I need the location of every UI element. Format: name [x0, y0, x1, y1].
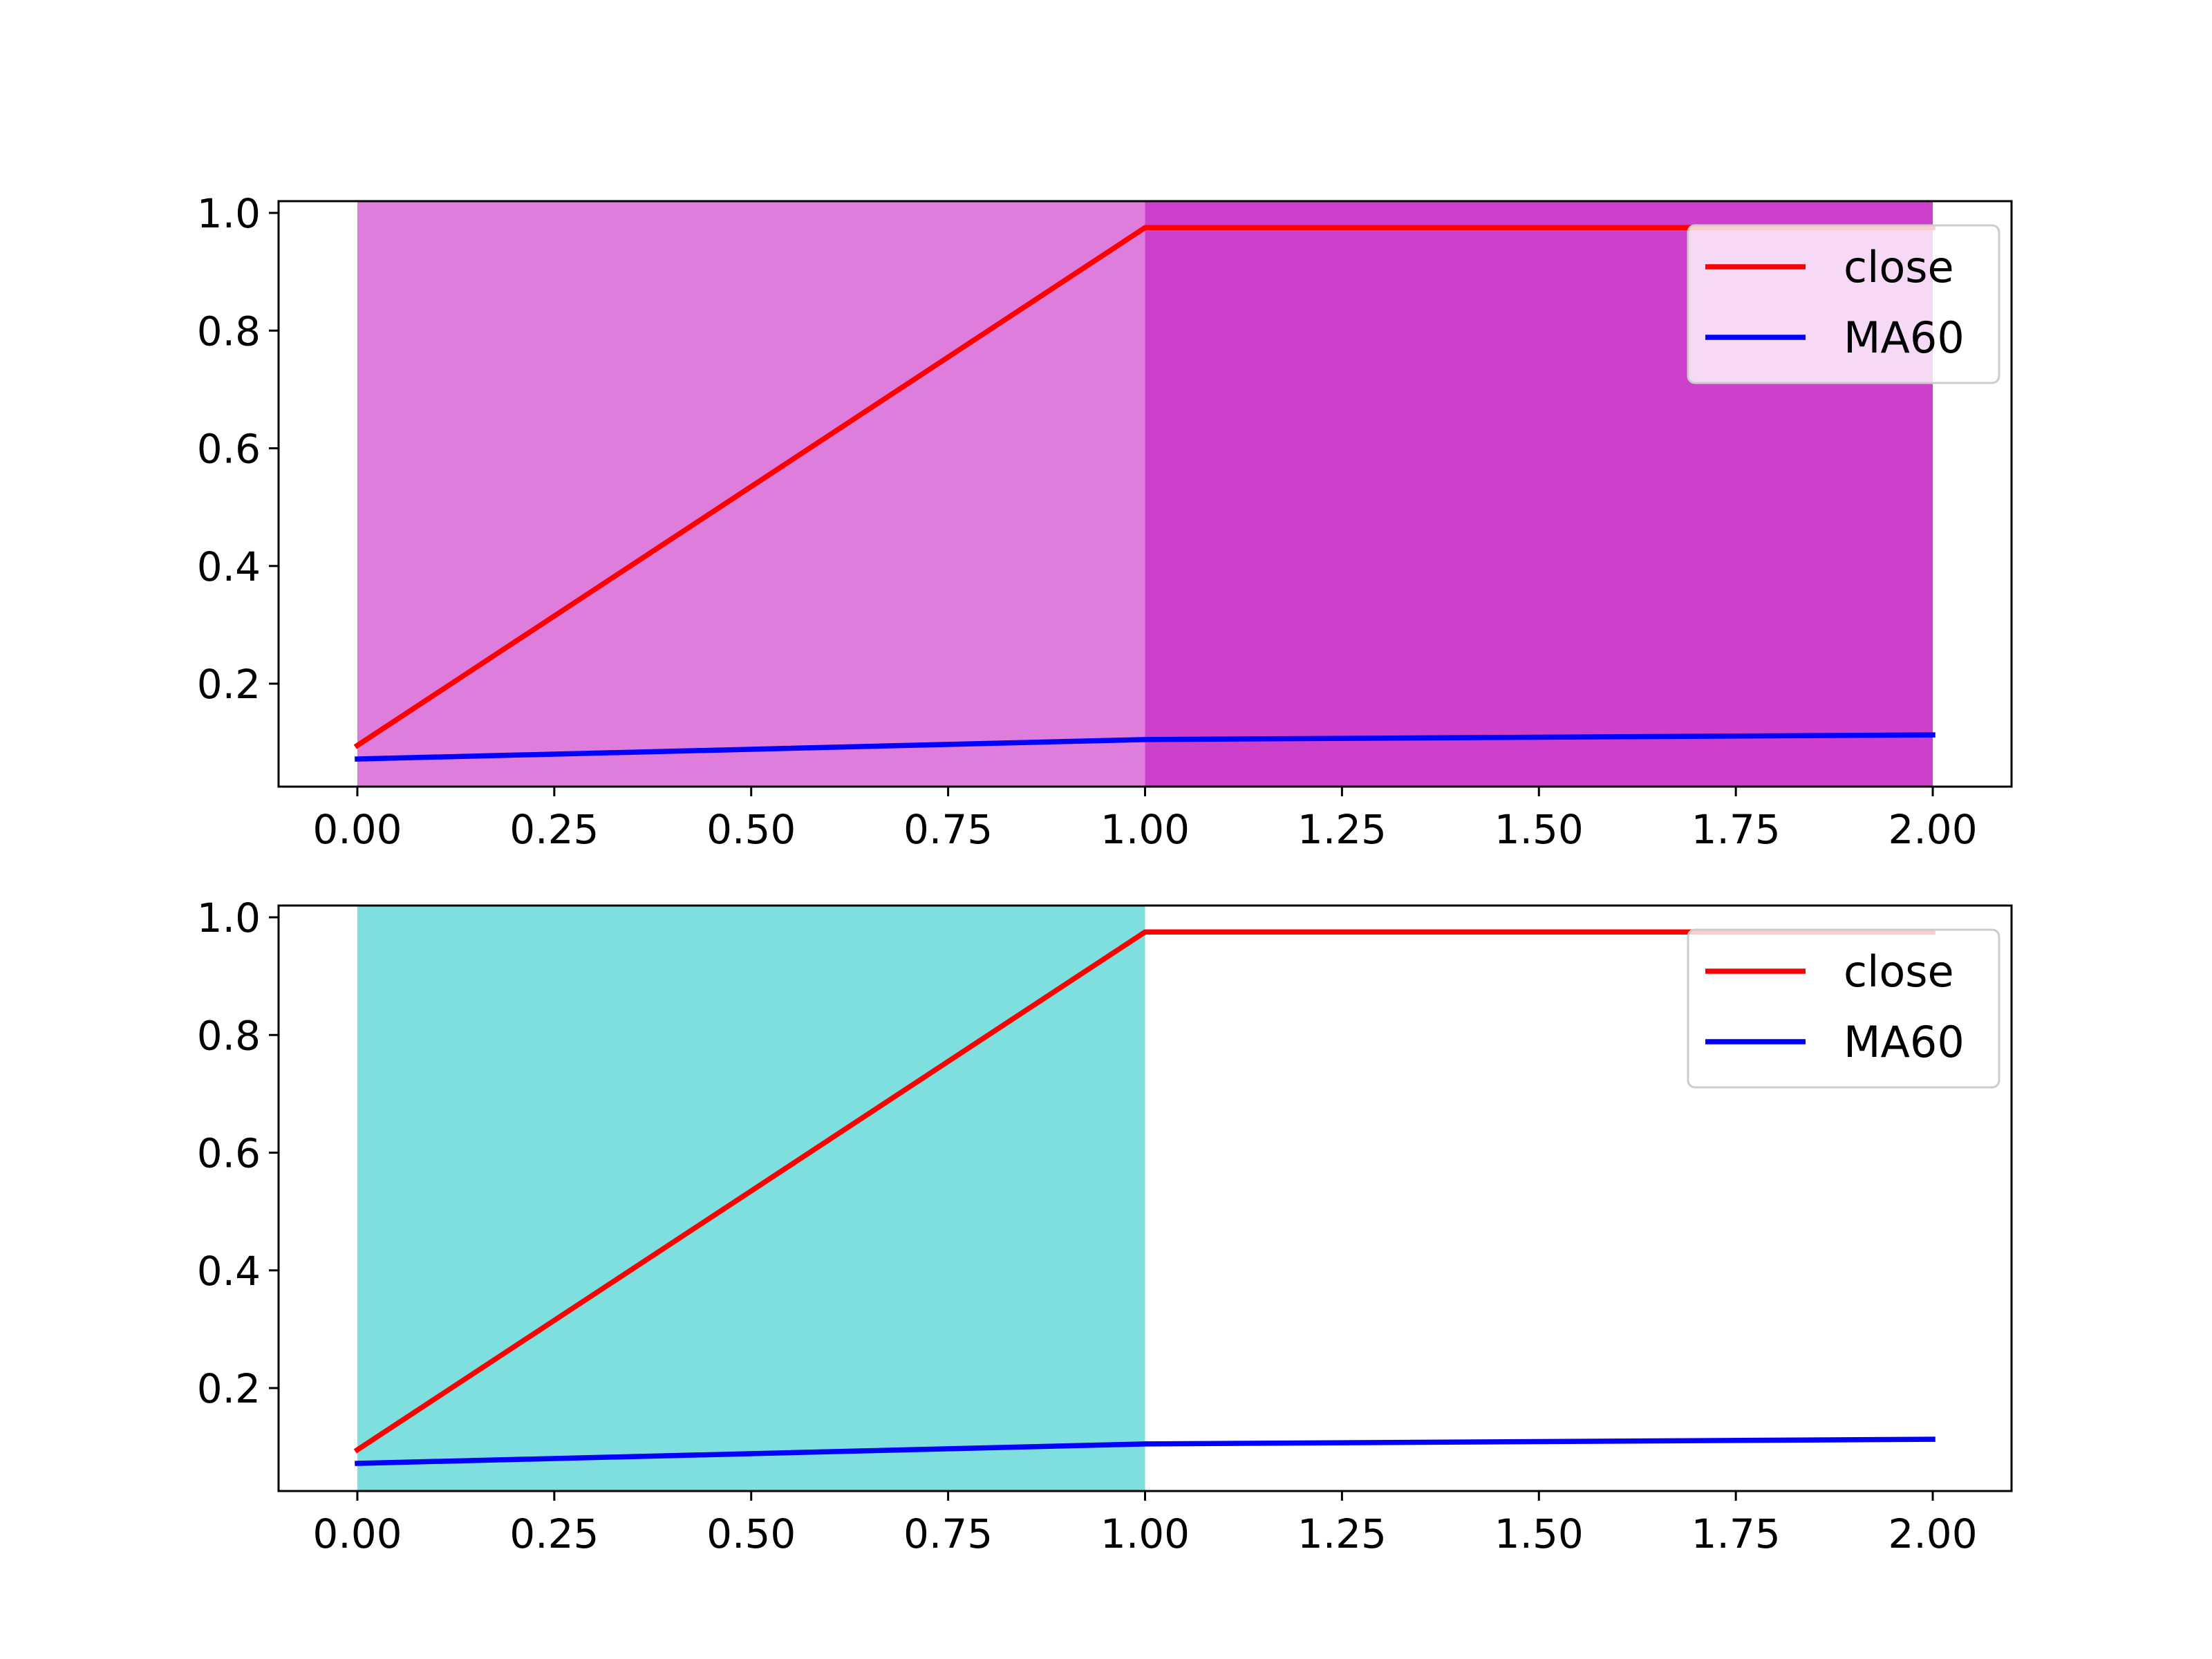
- x-tick-label: 2.00: [1888, 806, 1977, 853]
- x-tick-label: 0.25: [509, 806, 599, 853]
- series-line-close: [353, 225, 1936, 749]
- x-tick-label: 1.75: [1691, 1510, 1781, 1557]
- legend-label-close: close: [1844, 946, 1954, 997]
- y-tick-label: 0.2: [197, 1365, 261, 1412]
- series-line-ma60: [355, 1436, 1936, 1466]
- x-tick-label: 1.00: [1100, 1510, 1190, 1557]
- legend-label-close: close: [1844, 242, 1954, 292]
- shaded-band-0: [357, 906, 1145, 1491]
- x-tick-label: 1.50: [1494, 806, 1584, 853]
- x-tick-label: 0.75: [903, 806, 993, 853]
- y-tick-label: 0.2: [197, 661, 261, 708]
- series-line-ma60: [355, 732, 1936, 762]
- x-tick-label: 2.00: [1888, 1510, 1977, 1557]
- y-tick-label: 0.8: [197, 1012, 261, 1059]
- legend: close MA60: [1687, 928, 2000, 1089]
- x-tick-label: 0.25: [509, 1510, 599, 1557]
- y-tick-label: 0.6: [197, 1130, 261, 1177]
- y-tick-label: 0.8: [197, 308, 261, 355]
- y-tick-label: 1.0: [197, 894, 261, 941]
- x-tick-label: 0.75: [903, 1510, 993, 1557]
- series-line-close: [353, 929, 1936, 1454]
- x-tick-label: 0.50: [706, 806, 796, 853]
- x-tick-label: 1.75: [1691, 806, 1781, 853]
- x-tick-label: 0.50: [706, 1510, 796, 1557]
- subplot-top: 0.00 0.25 0.50 0.75 1.00 1.25 1.50 1.75 2.00 0.2 0…: [197, 190, 2013, 853]
- x-tick-label: 0.00: [312, 806, 402, 853]
- x-tick-label: 1.25: [1297, 1510, 1387, 1557]
- legend-label-ma60: MA60: [1844, 312, 1965, 363]
- y-tick-label: 0.6: [197, 426, 261, 473]
- subplot-bottom: 0.00 0.25 0.50 0.75 1.00 1.25 1.50 1.75 2.00 0.2 0…: [197, 894, 2013, 1557]
- x-tick-label: 0.00: [312, 1510, 402, 1557]
- x-tick-label: 1.25: [1297, 806, 1387, 853]
- y-tick-label: 0.4: [197, 543, 261, 590]
- legend: close MA60: [1687, 224, 2000, 384]
- y-tick-label: 0.4: [197, 1248, 261, 1295]
- y-tick-label: 1.0: [197, 190, 261, 237]
- x-tick-label: 1.00: [1100, 806, 1190, 853]
- x-tick-label: 1.50: [1494, 1510, 1584, 1557]
- legend-label-ma60: MA60: [1844, 1017, 1965, 1067]
- shaded-band-0: [357, 201, 1145, 787]
